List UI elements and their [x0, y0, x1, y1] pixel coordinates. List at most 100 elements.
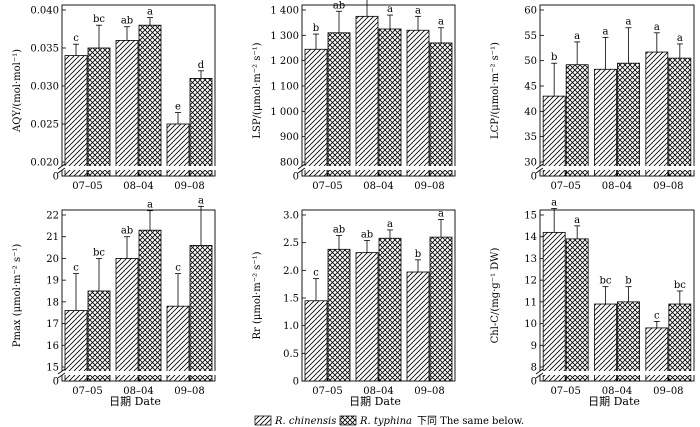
significance-letter: bc: [93, 247, 105, 258]
bar-r-chinensis: [166, 305, 190, 382]
axis-break-mark: [57, 368, 66, 375]
y-tick-label: 0.025: [30, 120, 59, 131]
x-tick-label: 09–08: [174, 386, 204, 397]
significance-letter: a: [147, 200, 153, 211]
y-tick-label: 1.5: [283, 294, 299, 305]
bar-r-chinensis: [304, 48, 328, 177]
bar-r-typhina: [668, 57, 692, 177]
bar-r-chinensis: [594, 68, 617, 177]
significance-letter: ab: [361, 229, 373, 240]
y-tick-label: 3.0: [283, 211, 299, 222]
y-tick-label: 2.0: [283, 266, 299, 277]
significance-letter: a: [387, 219, 393, 230]
y-axis-title: Pmax (μmol·m⁻² s⁻¹): [12, 244, 23, 348]
x-tick-label: 09–08: [653, 386, 683, 397]
significance-letter: c: [73, 33, 79, 44]
bar-r-typhina: [327, 248, 351, 382]
bar-r-typhina: [138, 229, 162, 382]
significance-letter: ab: [121, 16, 133, 27]
significance-letter: b: [415, 249, 421, 260]
y-tick-label: 13: [524, 254, 537, 265]
significance-letter: b: [313, 23, 319, 34]
x-tick-label: 08–04: [123, 181, 153, 192]
x-tick-label: 08–04: [123, 386, 153, 397]
x-tick-label: 08–04: [363, 386, 393, 397]
bar-r-chinensis: [406, 29, 430, 177]
significance-letter: e: [175, 102, 181, 113]
y-tick-label: 0.040: [30, 6, 59, 17]
axis-break-band: [537, 371, 697, 375]
axis-break-mark: [57, 167, 66, 174]
significance-letter: a: [574, 215, 580, 226]
significance-letter: a: [626, 17, 632, 28]
bar-r-chinensis: [304, 300, 328, 382]
y-tick-label: 45: [524, 82, 537, 93]
bar-r-chinensis: [542, 95, 566, 177]
y-tick-label: 15: [524, 211, 537, 222]
y-tick-label: 60: [524, 6, 537, 17]
bar-r-chinensis: [406, 271, 430, 382]
y-tick-label: 800: [280, 158, 299, 169]
y-tick-label: 30: [524, 158, 537, 169]
y-tick-label: 0.020: [30, 158, 59, 169]
panel-lcp: 30 35 40 45 50 55 60 0 LCP/(μmol·m⁻² s⁻¹) b a a a a a 0…: [490, 4, 697, 192]
y-tick-label: 10: [524, 319, 537, 330]
y-tick-label: 14: [524, 232, 537, 243]
bar-r-typhina: [378, 237, 402, 382]
bar-r-typhina: [429, 42, 453, 177]
bar-r-typhina: [327, 32, 351, 177]
y-axis-title: Rr (μmol·m⁻² s⁻¹): [252, 251, 263, 339]
axis-break-band: [59, 166, 218, 170]
significance-letter: ab: [333, 224, 345, 235]
significance-letter: a: [438, 208, 444, 219]
x-tick-label: 09–08: [653, 181, 683, 192]
y-tick-label: 1 300: [270, 31, 299, 42]
significance-letter: a: [603, 26, 609, 37]
significance-letter: d: [198, 60, 205, 71]
axis-break-band: [299, 166, 458, 170]
legend-note: 下同 The same below.: [417, 415, 524, 427]
significance-letter: bc: [674, 280, 686, 291]
y-axis-title: LCP/(μmol·m⁻² s⁻¹): [490, 42, 501, 139]
y-tick-label: 35: [524, 132, 537, 143]
bar-r-chinensis: [64, 310, 88, 382]
y-tick-label: 900: [280, 132, 299, 143]
bar-r-typhina: [565, 64, 589, 177]
significance-letter: a: [198, 195, 204, 206]
bar-r-typhina: [87, 47, 111, 177]
significance-letter: b: [551, 52, 557, 63]
x-tick-label: 08–04: [602, 181, 632, 192]
x-tick-label: 07–05: [312, 386, 342, 397]
bar-r-typhina: [617, 301, 640, 382]
bar-r-typhina: [565, 238, 589, 382]
y-tick-label: 40: [524, 107, 537, 118]
y-tick-label: 9: [531, 341, 537, 352]
significance-letter: c: [73, 263, 79, 274]
bar-r-typhina: [429, 236, 453, 382]
bar-r-typhina: [617, 62, 640, 177]
y-tick-label: 50: [524, 56, 537, 67]
x-axis-title-left: 日期 Date: [109, 395, 161, 408]
bar-r-typhina: [378, 28, 402, 177]
bar-r-typhina: [87, 290, 111, 382]
x-tick-label: 09–08: [414, 181, 444, 192]
y-tick-label: 11: [524, 297, 537, 308]
y-tick-label: 0.030: [30, 82, 59, 93]
y-tick-label: 8: [531, 363, 537, 374]
significance-letter: a: [147, 7, 153, 18]
y-tick-label: 17: [46, 319, 59, 330]
bar-r-chinensis: [115, 40, 139, 177]
axis-break-mark: [535, 163, 544, 170]
significance-letter: bc: [93, 14, 105, 25]
significance-letter: bc: [599, 276, 611, 287]
x-tick-label: 09–08: [414, 386, 444, 397]
bar-r-chinensis: [115, 258, 139, 382]
y-tick-label-zero: 0: [293, 172, 299, 183]
bar-r-typhina: [668, 303, 692, 382]
significance-letter: c: [175, 263, 181, 274]
y-tick-label: 18: [46, 297, 59, 308]
x-tick-label: 09–08: [174, 181, 204, 192]
y-tick-label-zero: 0: [53, 172, 59, 183]
y-axis-title: Chl-C/(mg·g⁻¹ DW): [490, 248, 501, 344]
